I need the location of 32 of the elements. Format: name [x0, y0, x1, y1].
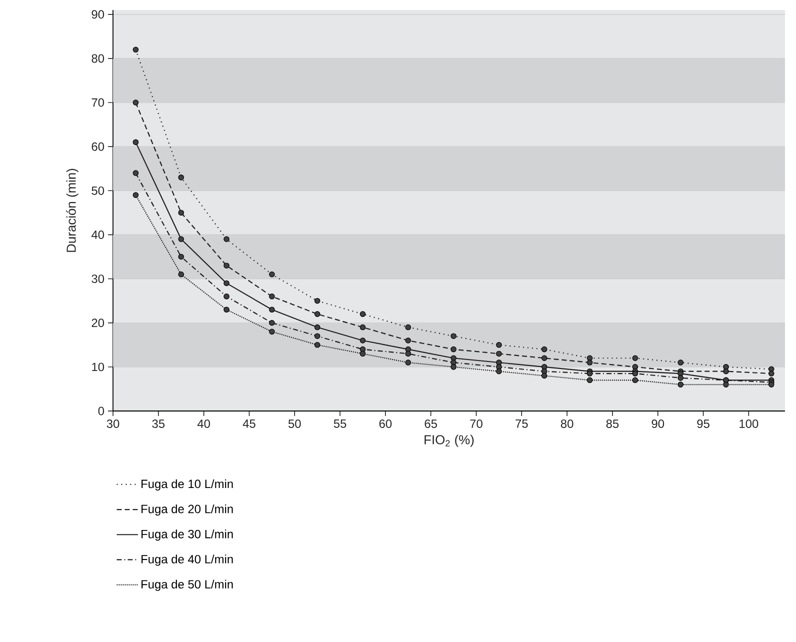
y-tick-label: 30 — [92, 274, 104, 284]
x-tick-label: 40 — [197, 420, 210, 428]
x-tick-label: 55 — [334, 420, 346, 428]
x-tick-label: 60 — [379, 420, 392, 428]
x-tick-label: 95 — [697, 420, 710, 428]
x-tick-label: 75 — [516, 420, 528, 428]
x-tick-label: 80 — [560, 420, 574, 428]
y-tick-label: 80 — [92, 54, 104, 63]
x-tick-label: 45 — [242, 420, 256, 428]
legend-label: Fuga de 10 L/min — [142, 479, 233, 490]
y-tick-label: 0 — [98, 406, 104, 416]
x-tick-label: 85 — [606, 420, 619, 428]
legend-label: Fuga de 50 L/min — [142, 580, 233, 591]
legend-label: Fuga de 30 L/min — [142, 530, 233, 541]
x-tick-label: 65 — [424, 420, 437, 428]
y-tick-label: 40 — [91, 230, 104, 239]
x-tick-label: 90 — [652, 420, 664, 428]
x-tick-label: 30 — [106, 420, 120, 428]
y-axis-title: Duración (min) — [66, 168, 78, 252]
legend-label: Fuga de 40 L/min — [142, 554, 233, 566]
y-tick-label: 60 — [92, 142, 104, 151]
x-tick-label: 35 — [152, 420, 165, 428]
y-tick-label: 90 — [92, 10, 104, 19]
y-tick-label: 10 — [92, 362, 104, 372]
y-tick-label: 50 — [92, 186, 104, 195]
x-tick-label: 70 — [470, 420, 482, 428]
x-tick-label: 50 — [288, 420, 301, 428]
x-tick-label: 100 — [740, 420, 758, 428]
legend-label: Fuga de 20 L/min — [142, 504, 233, 516]
y-tick-label: 20 — [92, 318, 104, 328]
y-tick-label: 70 — [92, 98, 104, 107]
x-axis-title: FIO$_{2}$ (%) — [424, 434, 474, 447]
